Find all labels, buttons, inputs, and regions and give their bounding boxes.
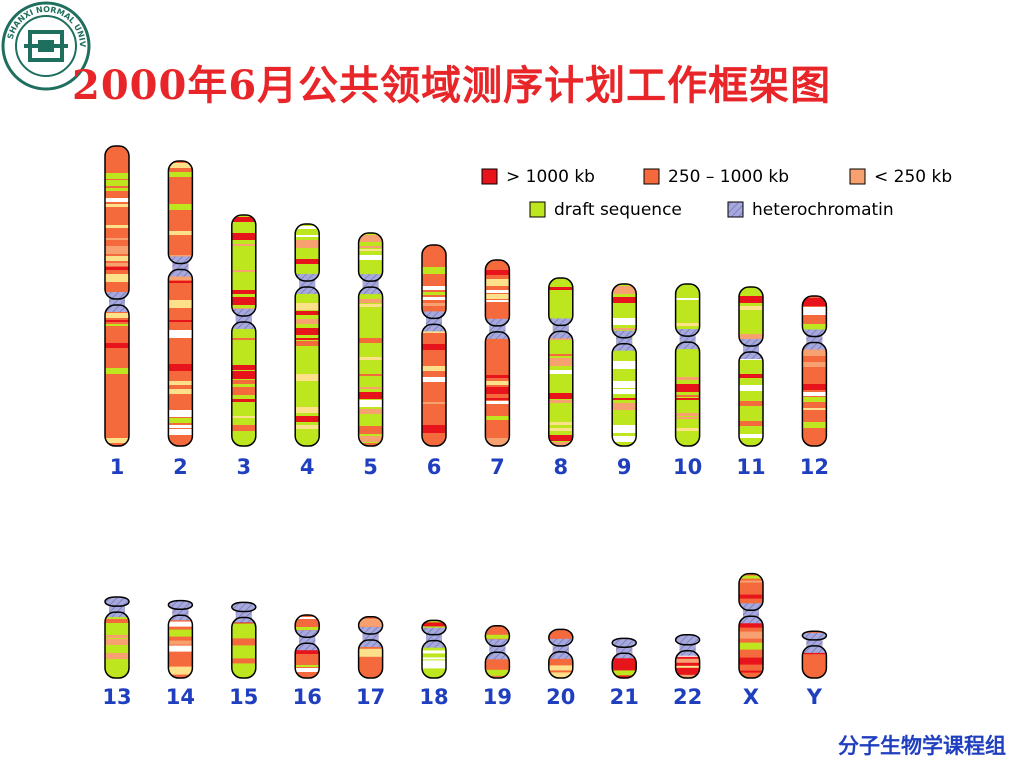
chromosome-label-9: 9 — [617, 455, 632, 479]
legend-swatch-lt250 — [849, 168, 866, 185]
chromosome-label-3: 3 — [236, 455, 251, 479]
chromosome-5: 5 — [357, 232, 384, 479]
course-group-label: 分子生物学课程组 — [838, 733, 1006, 758]
chromosome-4: 4 — [294, 223, 320, 479]
legend-label-gt1000: > 1000 kb — [506, 167, 595, 187]
chromosome-17: 17 — [356, 616, 385, 709]
chromosome-label-8: 8 — [553, 455, 568, 479]
chromosome-label-1: 1 — [110, 455, 125, 479]
chromosome-10: 10 — [673, 283, 702, 479]
slide-title: 2000年6月公共领域测序计划工作框架图 — [72, 62, 832, 109]
chromosome-8: 8 — [548, 277, 574, 479]
chromosome-label-2: 2 — [173, 455, 188, 479]
chromosome-label-Y: Y — [806, 685, 823, 709]
legend-label-lt250: < 250 kb — [874, 167, 952, 187]
chromosome-label-4: 4 — [300, 455, 315, 479]
legend-swatch-het — [727, 201, 744, 218]
chromosome-22: 22 — [673, 634, 702, 709]
chromosome-label-18: 18 — [419, 685, 448, 709]
chromosome-label-X: X — [743, 685, 759, 709]
chromosome-label-12: 12 — [800, 455, 829, 479]
chromosome-label-21: 21 — [610, 685, 639, 709]
chromosome-label-10: 10 — [673, 455, 702, 479]
chromosome-2: 2 — [167, 160, 194, 479]
chromosome-label-15: 15 — [229, 685, 258, 709]
legend-label-het: heterochromatin — [752, 200, 894, 220]
chromosome-7: 7 — [484, 259, 511, 479]
legend-label-mid: 250 – 1000 kb — [668, 167, 789, 187]
legend-swatch-draft — [529, 201, 546, 218]
chromosome-label-22: 22 — [673, 685, 702, 709]
chromosome-label-20: 20 — [546, 685, 575, 709]
chromosome-label-13: 13 — [102, 685, 131, 709]
chromosome-label-16: 16 — [293, 685, 322, 709]
legend-swatch-mid — [643, 168, 660, 185]
chromosome-11: 11 — [736, 286, 766, 479]
chromosome-label-7: 7 — [490, 455, 505, 479]
university-logo: SHANXI NORMAL UNIVERSITY — [0, 0, 91, 91]
chromosome-14: 14 — [166, 599, 195, 709]
chromosome-3: 3 — [231, 214, 257, 479]
chromosome-label-11: 11 — [736, 455, 765, 479]
chromosome-21: 21 — [610, 637, 639, 709]
chromosome-16: 16 — [293, 614, 322, 709]
chromosome-label-17: 17 — [356, 685, 385, 709]
chromosome-12: 12 — [800, 295, 829, 479]
chromosome-9: 9 — [611, 283, 637, 479]
chromosome-label-5: 5 — [363, 455, 378, 479]
chromosome-20: 20 — [546, 628, 575, 709]
chromosome-X: X — [738, 572, 764, 709]
chromosome-1: 1 — [104, 145, 130, 479]
chromosome-13: 13 — [102, 596, 132, 709]
chromosome-6: 6 — [421, 244, 447, 479]
chromosome-15: 15 — [229, 601, 258, 709]
chromosome-label-6: 6 — [427, 455, 442, 479]
legend: > 1000 kb 250 – 1000 kb < 250 kb draft sequ… — [481, 167, 952, 220]
chromosome-label-14: 14 — [166, 685, 195, 709]
chromosome-18: 18 — [419, 619, 449, 709]
chromosome-Y: Y — [801, 630, 828, 709]
chromosome-label-19: 19 — [483, 685, 512, 709]
legend-swatch-gt1000 — [481, 168, 498, 185]
legend-label-draft: draft sequence — [554, 200, 682, 220]
chromosome-19: 19 — [483, 625, 512, 709]
